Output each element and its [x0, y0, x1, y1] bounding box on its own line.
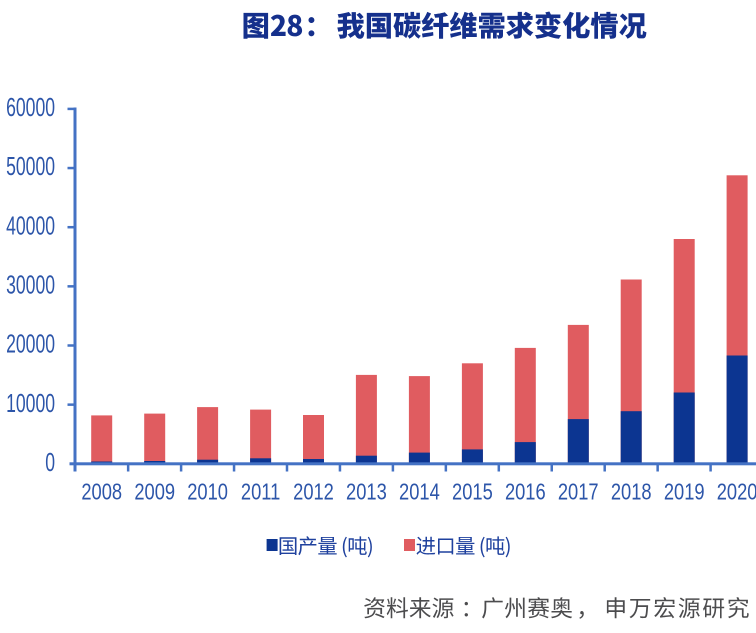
svg-text:0: 0 [45, 448, 55, 477]
svg-text:2012: 2012 [293, 480, 334, 506]
svg-text:2017: 2017 [558, 480, 599, 506]
svg-text:2020: 2020 [717, 480, 756, 506]
svg-text:50000: 50000 [6, 152, 55, 181]
svg-text:40000: 40000 [6, 211, 55, 240]
svg-text:30000: 30000 [6, 270, 55, 299]
svg-text:2016: 2016 [505, 480, 546, 506]
svg-text:2008: 2008 [81, 480, 122, 506]
svg-text:2019: 2019 [664, 480, 705, 506]
svg-text:2014: 2014 [399, 480, 440, 506]
svg-text:10000: 10000 [6, 388, 55, 417]
svg-text:2009: 2009 [134, 480, 175, 506]
svg-text:20000: 20000 [6, 329, 55, 358]
svg-text:60000: 60000 [6, 93, 55, 122]
svg-text:2013: 2013 [346, 480, 387, 506]
svg-text:2015: 2015 [452, 480, 493, 506]
svg-text:2011: 2011 [241, 480, 280, 506]
svg-text:2010: 2010 [187, 480, 228, 506]
svg-text:2018: 2018 [611, 480, 652, 506]
